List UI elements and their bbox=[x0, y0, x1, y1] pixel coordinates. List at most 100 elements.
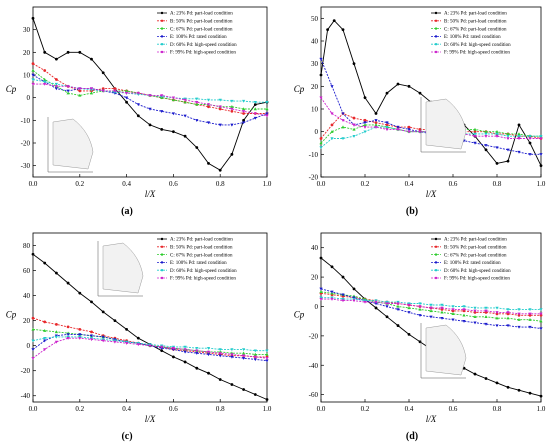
inset-blade-shape bbox=[425, 324, 467, 376]
y-tick-label: -20 bbox=[309, 332, 319, 340]
data-point bbox=[374, 306, 378, 310]
data-point bbox=[539, 319, 543, 323]
data-point bbox=[218, 168, 222, 172]
data-point bbox=[66, 325, 70, 329]
y-tick-label: 60 bbox=[23, 267, 31, 275]
legend-label-B: B: 50% Pd: part-load condition bbox=[444, 20, 507, 25]
data-point bbox=[363, 123, 367, 127]
legend-label-B: B: 50% Pd: part-load condition bbox=[170, 20, 233, 25]
data-point bbox=[363, 96, 367, 100]
x-axis-title: l/X bbox=[426, 414, 437, 424]
data-point bbox=[319, 57, 323, 61]
data-point bbox=[506, 159, 510, 163]
data-point bbox=[230, 383, 234, 386]
data-point bbox=[265, 107, 269, 111]
data-point bbox=[195, 101, 199, 104]
data-point bbox=[78, 291, 82, 295]
y-tick-label: 30 bbox=[311, 60, 319, 68]
data-point bbox=[539, 135, 543, 138]
data-point bbox=[341, 112, 345, 116]
data-point bbox=[330, 123, 334, 127]
data-point bbox=[473, 132, 477, 136]
y-tick-label: -20 bbox=[21, 140, 31, 148]
legend-marker-E bbox=[160, 261, 164, 264]
data-point bbox=[101, 335, 105, 339]
data-point bbox=[495, 306, 499, 310]
x-tick-label: 0.2 bbox=[75, 180, 84, 188]
data-point bbox=[218, 107, 222, 111]
impeller-inset-diagram bbox=[97, 241, 144, 297]
data-point bbox=[160, 94, 164, 98]
data-point bbox=[517, 137, 521, 141]
data-point bbox=[517, 312, 521, 316]
legend-marker-D bbox=[160, 43, 164, 46]
y-tick-label: -10 bbox=[21, 117, 31, 125]
data-point bbox=[484, 129, 488, 133]
data-point bbox=[242, 348, 246, 352]
legend-marker-A bbox=[160, 237, 164, 241]
data-point bbox=[31, 16, 35, 20]
data-point bbox=[407, 130, 411, 134]
data-point bbox=[495, 381, 499, 385]
data-point bbox=[230, 355, 234, 359]
data-point bbox=[171, 112, 175, 116]
x-tick-label: 1.0 bbox=[263, 405, 272, 413]
data-point bbox=[506, 324, 510, 328]
legend-label-D: D: 60% Pd: high-speed condition bbox=[444, 43, 511, 48]
data-point bbox=[54, 330, 58, 334]
data-point bbox=[528, 391, 532, 395]
y-axis-title: Cp bbox=[294, 84, 305, 94]
data-point bbox=[363, 300, 367, 304]
legend-marker-A bbox=[160, 11, 164, 15]
data-point bbox=[113, 340, 117, 344]
data-point bbox=[341, 299, 345, 303]
data-point bbox=[54, 82, 58, 86]
data-point bbox=[136, 103, 140, 107]
data-point bbox=[385, 91, 389, 95]
data-point bbox=[451, 312, 455, 316]
data-point bbox=[528, 141, 532, 145]
data-point bbox=[43, 77, 47, 81]
y-tick-label: -40 bbox=[21, 392, 31, 400]
y-axis-title: Cp bbox=[6, 84, 17, 94]
data-point bbox=[136, 336, 140, 340]
data-point bbox=[101, 89, 105, 93]
legend-marker-D bbox=[160, 269, 164, 272]
data-point bbox=[517, 325, 521, 329]
series-line-B bbox=[320, 292, 541, 316]
data-point bbox=[495, 311, 499, 315]
data-point bbox=[418, 340, 422, 344]
panel-label: (d) bbox=[406, 431, 418, 442]
x-axis-title: l/X bbox=[145, 189, 156, 199]
data-point bbox=[31, 348, 35, 352]
data-point bbox=[319, 256, 323, 260]
data-point bbox=[319, 146, 323, 150]
series-line-C bbox=[32, 328, 267, 355]
y-tick-label: 20 bbox=[311, 83, 319, 91]
legend-marker-C bbox=[160, 27, 164, 30]
data-point bbox=[528, 318, 532, 321]
data-point bbox=[195, 102, 199, 106]
x-tick-label: 0.4 bbox=[405, 180, 414, 188]
data-point bbox=[528, 308, 532, 312]
data-point bbox=[230, 109, 234, 113]
data-point bbox=[462, 319, 466, 323]
legend-label-C: C: 67% Pd: part-load condition bbox=[444, 27, 507, 32]
data-point bbox=[374, 300, 378, 304]
data-point bbox=[506, 308, 510, 312]
data-point bbox=[429, 315, 433, 319]
data-point bbox=[396, 324, 400, 327]
data-point bbox=[473, 127, 477, 131]
data-point bbox=[242, 121, 246, 125]
data-point bbox=[31, 73, 35, 77]
series-line-C bbox=[320, 124, 541, 144]
data-point bbox=[484, 377, 488, 380]
data-point bbox=[148, 123, 152, 127]
data-point bbox=[363, 299, 367, 303]
data-point bbox=[319, 290, 323, 293]
data-point bbox=[206, 98, 211, 102]
data-point bbox=[495, 135, 499, 138]
data-point bbox=[242, 110, 246, 113]
data-point bbox=[319, 73, 323, 77]
data-point bbox=[160, 345, 164, 349]
